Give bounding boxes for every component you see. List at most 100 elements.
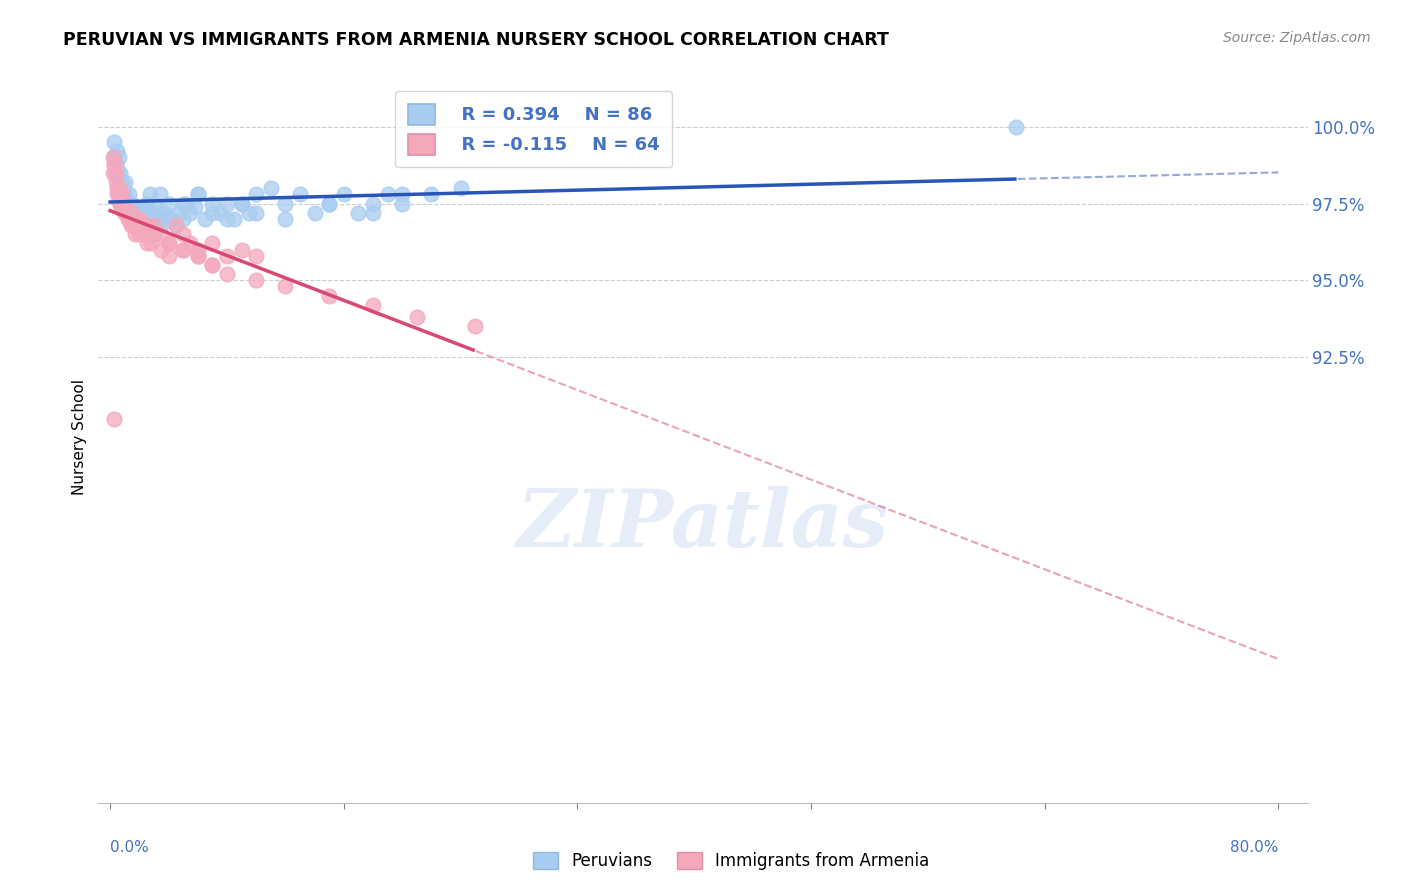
Point: [114, 205, 136, 219]
Point: [131, 211, 153, 226]
Point: [107, 187, 129, 202]
Point: [118, 187, 141, 202]
Point: [187, 249, 209, 263]
Point: [208, 205, 231, 219]
Point: [187, 187, 209, 202]
Point: [172, 243, 194, 257]
Point: [361, 298, 384, 312]
Point: [129, 218, 152, 232]
Legend:   R = 0.394    N = 86,   R = -0.115    N = 64: R = 0.394 N = 86, R = -0.115 N = 64: [395, 91, 672, 168]
Point: [157, 236, 180, 251]
Point: [124, 227, 146, 242]
Point: [115, 194, 138, 208]
Point: [110, 184, 132, 198]
Point: [391, 196, 413, 211]
Point: [135, 196, 157, 211]
Point: [108, 150, 131, 164]
Point: [110, 196, 132, 211]
Point: [121, 196, 143, 211]
Text: ZIPatlas: ZIPatlas: [517, 486, 889, 564]
Point: [464, 319, 486, 334]
Point: [224, 211, 246, 226]
Point: [125, 218, 148, 232]
Point: [120, 202, 142, 217]
Point: [201, 205, 224, 219]
Point: [128, 205, 150, 219]
Point: [121, 211, 143, 226]
Point: [450, 181, 472, 195]
Point: [108, 175, 131, 189]
Point: [165, 218, 187, 232]
Point: [107, 162, 129, 177]
Point: [245, 205, 267, 219]
Point: [103, 156, 125, 170]
Legend: Peruvians, Immigrants from Armenia: Peruvians, Immigrants from Armenia: [526, 845, 936, 877]
Point: [231, 196, 253, 211]
Point: [122, 205, 145, 219]
Point: [111, 187, 134, 202]
Point: [111, 187, 134, 202]
Point: [104, 156, 127, 170]
Point: [134, 202, 156, 217]
Point: [150, 243, 173, 257]
Point: [318, 196, 340, 211]
Point: [201, 196, 224, 211]
Point: [114, 187, 136, 202]
Point: [361, 205, 384, 219]
Point: [187, 243, 209, 257]
Point: [128, 211, 150, 226]
Point: [135, 196, 157, 211]
Point: [117, 196, 139, 211]
Point: [103, 135, 125, 149]
Point: [111, 175, 134, 189]
Point: [391, 187, 413, 202]
Point: [104, 156, 127, 170]
Point: [165, 218, 187, 232]
Point: [101, 166, 124, 180]
Point: [108, 181, 131, 195]
Point: [117, 205, 139, 219]
Point: [139, 211, 162, 226]
Point: [114, 205, 136, 219]
Point: [157, 249, 180, 263]
Point: [157, 196, 180, 211]
Point: [110, 196, 132, 211]
Point: [103, 156, 125, 170]
Point: [104, 175, 127, 189]
Point: [142, 196, 165, 211]
Point: [215, 249, 238, 263]
Y-axis label: Nursery School: Nursery School: [72, 379, 87, 495]
Point: [117, 211, 139, 226]
Point: [274, 196, 297, 211]
Point: [150, 227, 173, 242]
Point: [103, 150, 125, 164]
Point: [405, 310, 427, 325]
Point: [104, 166, 127, 180]
Point: [215, 211, 238, 226]
Point: [128, 205, 150, 219]
Point: [108, 187, 131, 202]
Point: [194, 211, 217, 226]
Point: [160, 211, 183, 226]
Point: [231, 196, 253, 211]
Point: [108, 172, 131, 186]
Point: [104, 166, 127, 180]
Point: [215, 267, 238, 281]
Point: [172, 196, 194, 211]
Point: [142, 218, 165, 232]
Point: [201, 258, 224, 272]
Point: [201, 236, 224, 251]
Point: [172, 211, 194, 226]
Point: [361, 196, 384, 211]
Point: [187, 249, 209, 263]
Point: [1004, 120, 1026, 134]
Point: [121, 218, 143, 232]
Point: [112, 181, 135, 195]
Point: [150, 211, 173, 226]
Point: [125, 211, 148, 226]
Point: [420, 187, 443, 202]
Point: [304, 205, 326, 219]
Point: [121, 205, 143, 219]
Point: [124, 200, 146, 214]
Text: 0.0%: 0.0%: [110, 839, 149, 855]
